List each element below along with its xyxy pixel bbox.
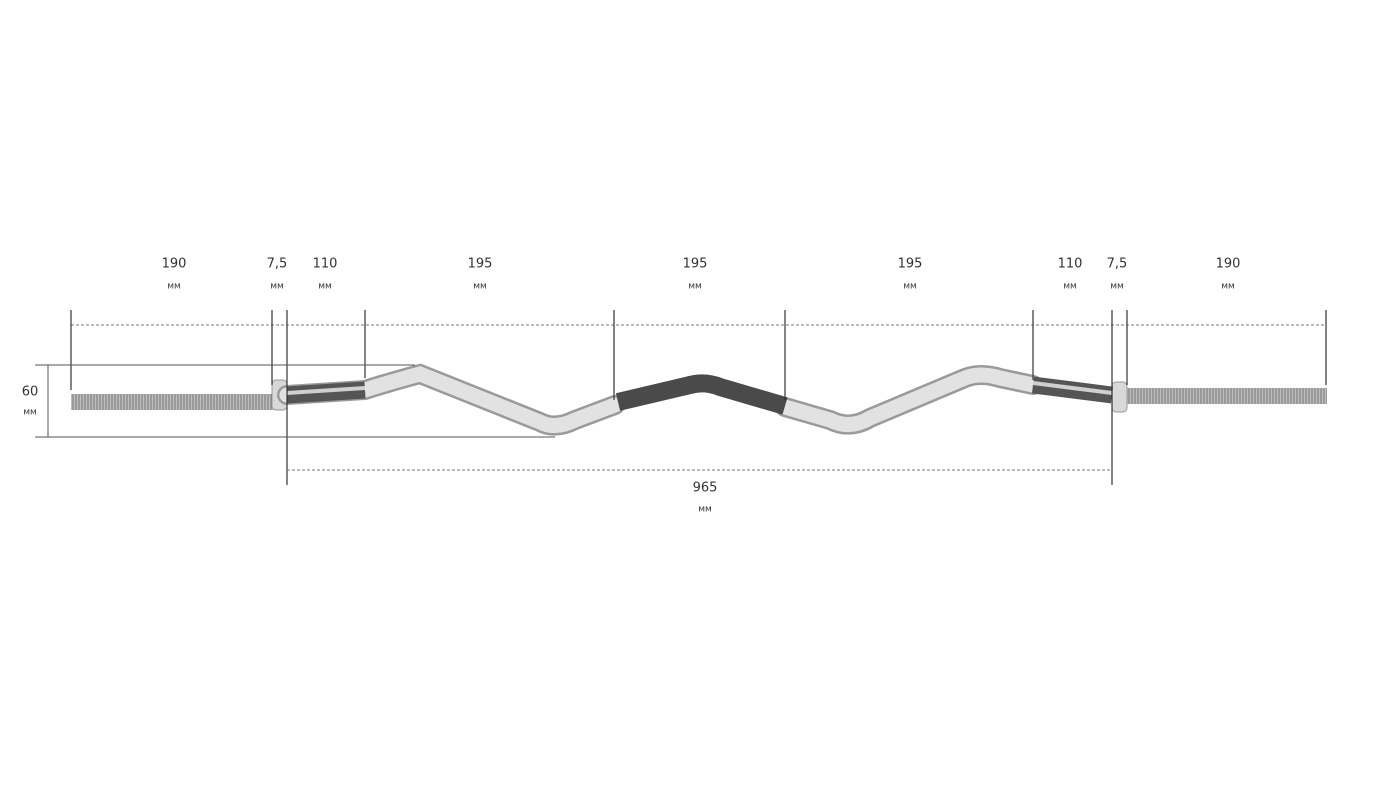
bar-chrome — [279, 366, 1041, 433]
right-collar — [1111, 381, 1128, 413]
dim-unit: мм — [270, 282, 284, 292]
total-value: 965 — [693, 481, 718, 496]
dim-unit: мм — [167, 282, 181, 292]
height-unit: мм — [23, 408, 37, 418]
dim-value: 195 — [468, 257, 493, 272]
dim-value: 195 — [683, 257, 708, 272]
dim-unit: мм — [903, 282, 917, 292]
height-value: 60 — [22, 385, 39, 400]
dim-value: 7,5 — [267, 257, 288, 272]
dimension-lines — [35, 310, 1327, 485]
dim-unit: мм — [473, 282, 487, 292]
left-sleeve — [71, 394, 274, 410]
bar-highlight — [286, 381, 1113, 395]
dim-value: 110 — [313, 257, 338, 272]
center-knurl — [615, 374, 788, 415]
dim-unit: мм — [1221, 282, 1235, 292]
dim-value: 190 — [1216, 257, 1241, 272]
total-unit: мм — [698, 505, 712, 515]
right-sleeve — [1127, 388, 1327, 404]
dim-value: 195 — [898, 257, 923, 272]
labels: 190 мм 7,5 мм 110 мм 195 мм 195 мм 195 м… — [22, 257, 1241, 515]
bar — [71, 363, 1327, 436]
dim-unit: мм — [318, 282, 332, 292]
dim-unit: мм — [688, 282, 702, 292]
dim-value: 7,5 — [1107, 257, 1128, 272]
dim-unit: мм — [1110, 282, 1124, 292]
dim-value: 190 — [162, 257, 187, 272]
dim-unit: мм — [1063, 282, 1077, 292]
dim-value: 110 — [1058, 257, 1083, 272]
